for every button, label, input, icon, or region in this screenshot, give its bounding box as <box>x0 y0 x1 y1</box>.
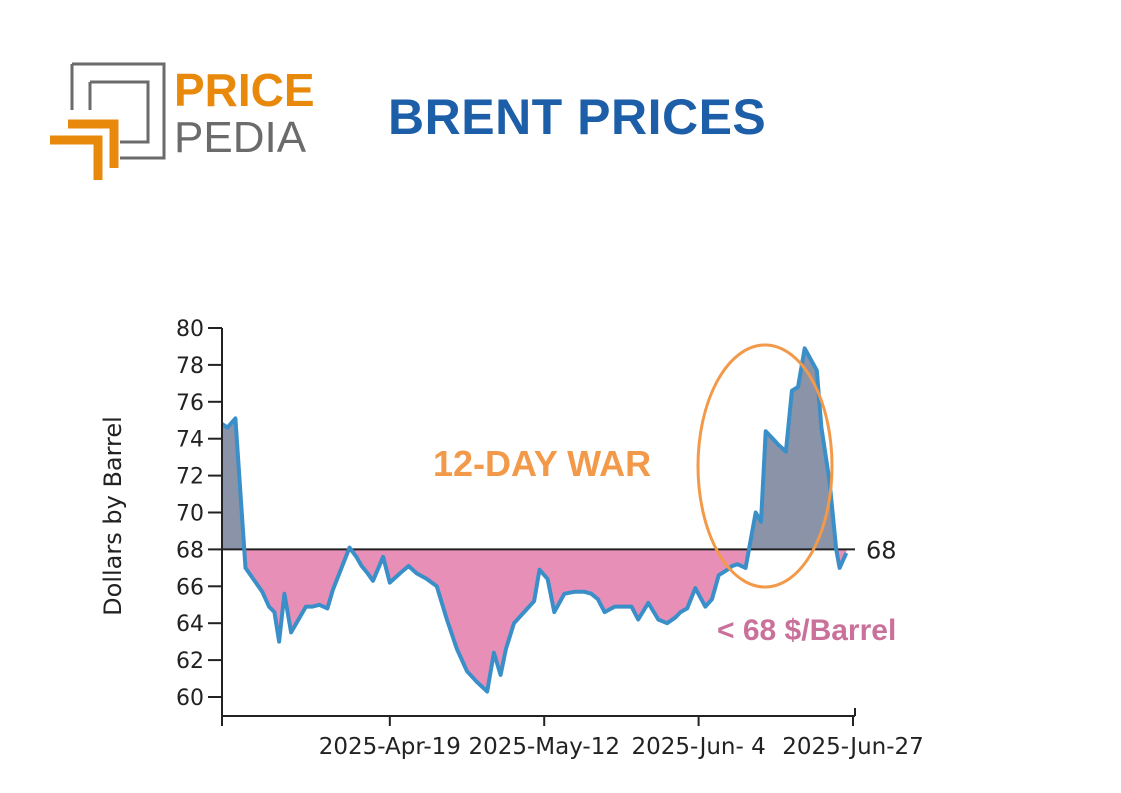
y-tick-label: 70 <box>176 502 204 527</box>
x-axis: 2025-Apr-19 2025-May-12 2025-Jun- 4 2025-Ju… <box>221 708 924 760</box>
area-above-68-4 <box>749 348 837 550</box>
y-tick-label: 64 <box>176 612 204 637</box>
area-below-68-3 <box>350 549 749 692</box>
price-line <box>220 346 849 694</box>
x-tick-label: 2025-Apr-19 <box>319 734 461 760</box>
page-title: BRENT PRICES <box>388 89 767 145</box>
logo-text-price: PRICE <box>174 64 315 116</box>
y-tick-label: 68 <box>176 538 204 563</box>
y-tick-label: 76 <box>176 391 204 416</box>
logo-mark-icon <box>50 62 166 180</box>
logo-text-pedia: PEDIA <box>174 113 307 162</box>
x-tick-label: 2025-May-12 <box>468 734 620 760</box>
y-tick-label: 80 <box>176 317 204 342</box>
y-axis-label: Dollars by Barrel <box>99 416 127 616</box>
y-tick-label: 62 <box>176 649 204 674</box>
pricepedia-logo: PRICE PEDIA <box>50 62 315 180</box>
chart-fills <box>222 348 847 692</box>
area-below-68-1 <box>244 549 349 642</box>
y-tick-label: 60 <box>176 686 204 711</box>
below-68-annotation: < 68 $/Barrel <box>717 614 896 647</box>
war-annotation: 12-DAY WAR <box>433 443 651 484</box>
y-tick-label: 66 <box>176 575 204 600</box>
x-tick-label: 2025-Jun-27 <box>782 734 924 760</box>
price-line-group <box>220 346 849 694</box>
y-axis: 60 62 64 66 68 70 72 74 76 78 80 <box>176 317 223 716</box>
area-above-68-0 <box>222 418 245 550</box>
y-tick-label: 78 <box>176 354 204 379</box>
y-tick-label: 74 <box>176 428 204 453</box>
y-tick-label: 72 <box>176 465 204 490</box>
war-highlight-ellipse <box>696 343 834 589</box>
x-tick-label: 2025-Jun- 4 <box>631 734 765 760</box>
reference-line-label: 68 <box>866 536 897 564</box>
